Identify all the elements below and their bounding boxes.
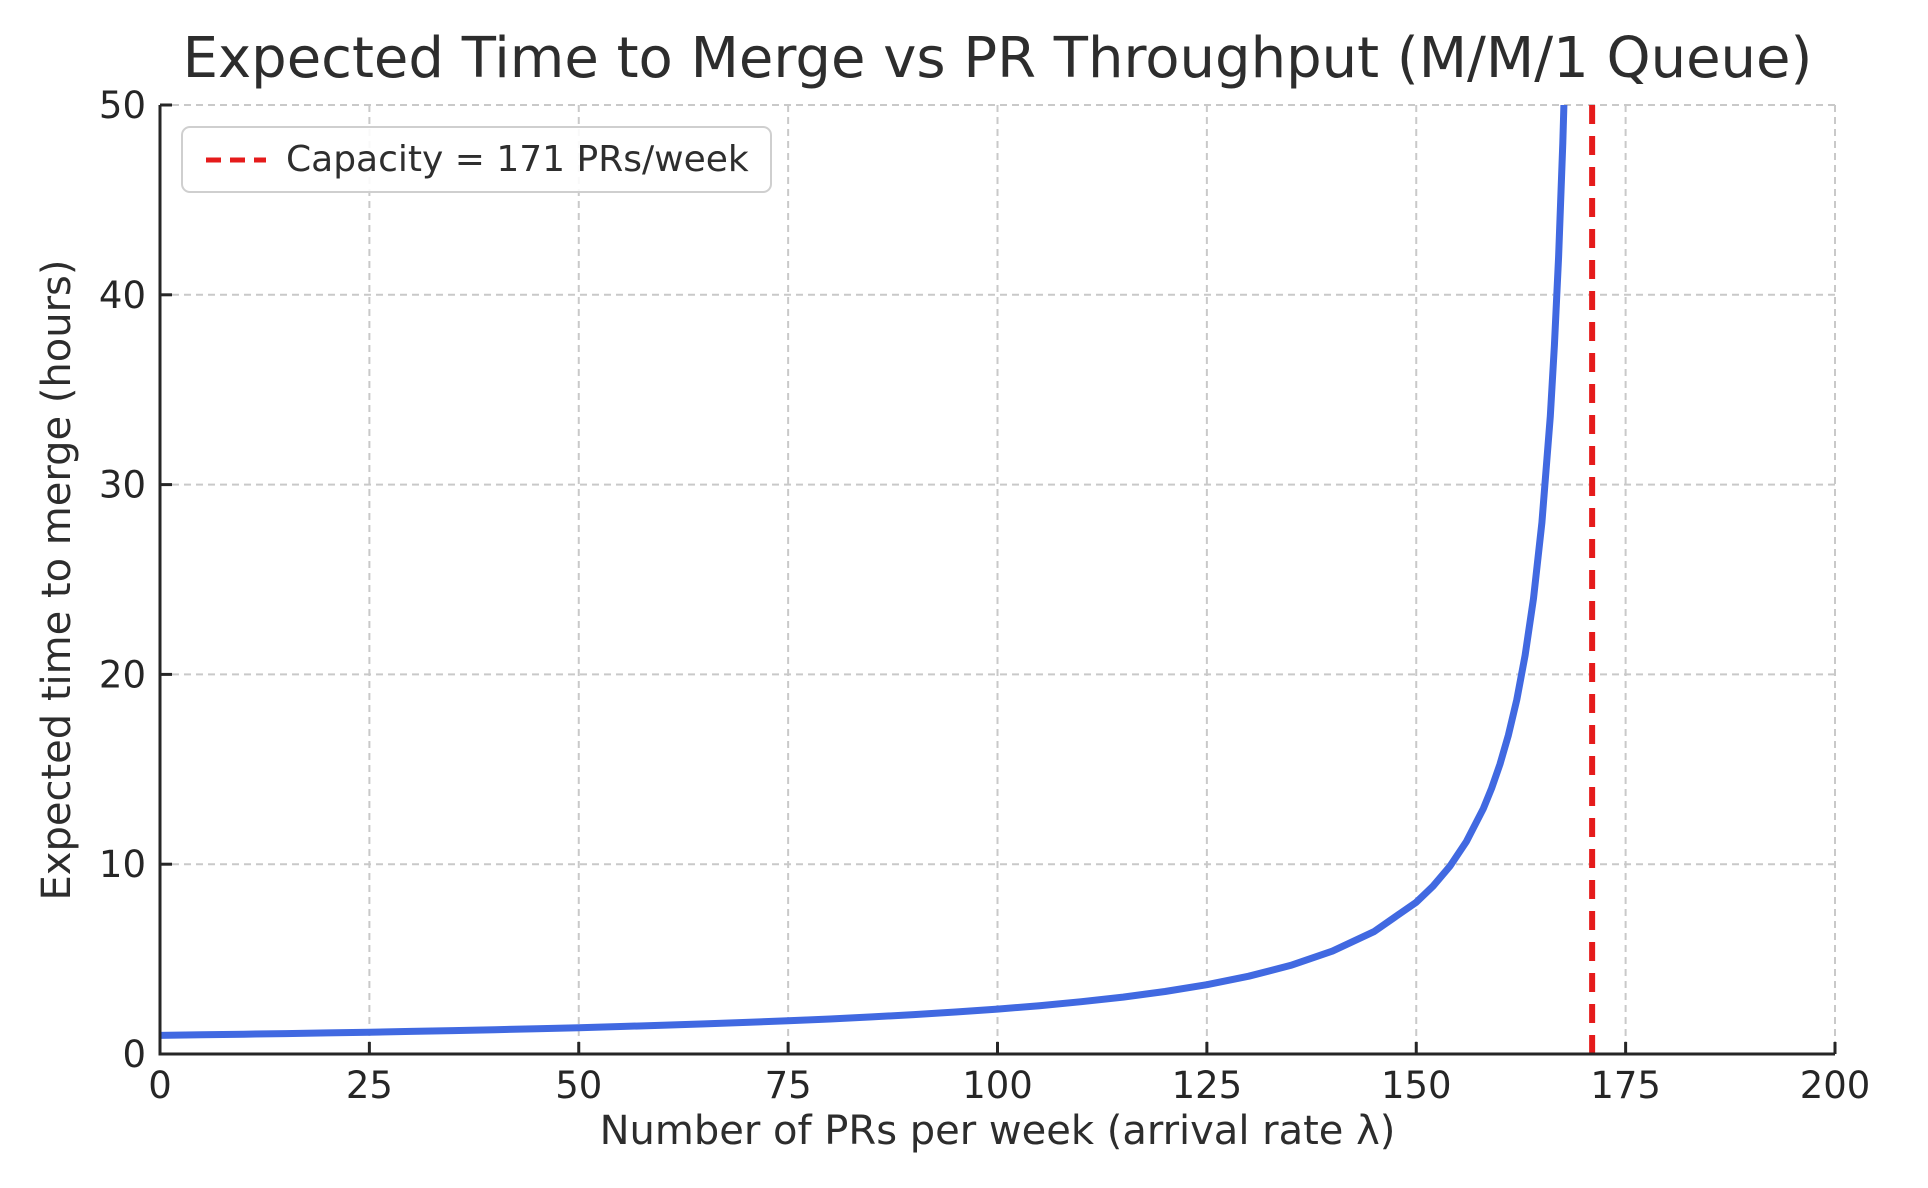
tick-marks: [158, 103, 1837, 1056]
y-tick-labels: 0 10 20 30 40 50: [99, 84, 146, 1076]
svg-text:125: 125: [1172, 1064, 1243, 1107]
svg-text:50: 50: [555, 1064, 602, 1107]
svg-text:10: 10: [99, 843, 146, 886]
svg-text:175: 175: [1590, 1064, 1661, 1107]
svg-text:0: 0: [122, 1033, 146, 1076]
chart-title: Expected Time to Merge vs PR Throughput …: [182, 26, 1813, 91]
svg-text:200: 200: [1800, 1064, 1871, 1107]
svg-text:30: 30: [99, 464, 146, 507]
merge-time-curve: [160, 105, 1568, 1039]
svg-text:20: 20: [99, 653, 146, 696]
x-tick-labels: 0 25 50 75 100 125 150 175 200: [148, 1064, 1870, 1107]
svg-text:100: 100: [962, 1064, 1033, 1107]
legend-label: Capacity = 171 PRs/week: [286, 139, 749, 180]
grid-lines: [159, 104, 1836, 1055]
svg-text:25: 25: [346, 1064, 393, 1107]
svg-text:150: 150: [1381, 1064, 1452, 1107]
x-axis-label: Number of PRs per week (arrival rate λ): [599, 1108, 1396, 1154]
svg-text:40: 40: [99, 274, 146, 317]
legend: Capacity = 171 PRs/week: [181, 126, 772, 193]
svg-text:75: 75: [765, 1064, 812, 1107]
svg-text:0: 0: [148, 1064, 172, 1107]
svg-text:50: 50: [99, 84, 146, 127]
capacity-dashed-line-icon: [204, 154, 268, 165]
